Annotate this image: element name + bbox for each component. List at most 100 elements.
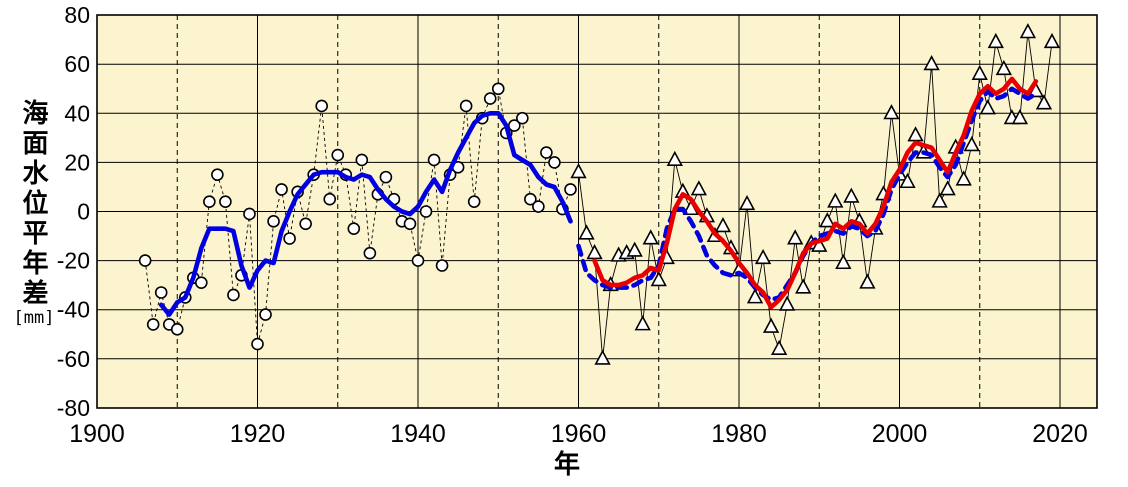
data-point-triangle xyxy=(939,180,956,196)
x-tick-label: 2020 xyxy=(1032,420,1088,448)
data-point-circle xyxy=(379,170,393,184)
data-point-triangle xyxy=(594,349,611,365)
data-point-circle xyxy=(363,246,377,260)
data-point-triangle xyxy=(971,64,988,81)
data-point-triangle xyxy=(827,192,844,208)
data-point-triangle xyxy=(811,236,828,252)
data-point-circle xyxy=(427,153,441,167)
x-tick-label: 1900 xyxy=(69,420,125,448)
data-point-triangle xyxy=(738,194,756,211)
x-tick-label: 1960 xyxy=(551,420,607,448)
y-tick-label: 60 xyxy=(64,51,90,77)
data-point-triangle xyxy=(1019,23,1037,39)
data-point-triangle xyxy=(859,273,876,289)
data-point-circle xyxy=(483,92,497,105)
data-point-triangle xyxy=(795,278,812,294)
data-point-circle xyxy=(540,146,553,159)
data-point-triangle xyxy=(835,253,852,270)
data-point-circle xyxy=(435,259,449,272)
data-point-circle xyxy=(507,119,521,132)
y-tick-label: -80 xyxy=(57,395,90,421)
y-axis-unit: [mm] xyxy=(13,308,55,328)
data-point-triangle xyxy=(987,32,1004,49)
x-tick-label: 1980 xyxy=(711,420,767,448)
data-point-circle xyxy=(195,276,208,289)
data-point-circle xyxy=(355,153,369,167)
data-point-triangle xyxy=(626,241,643,257)
line-smoothed-red-solid xyxy=(592,76,1039,310)
data-point-triangle xyxy=(787,229,804,245)
data-point-circle xyxy=(516,111,529,125)
data-point-triangle xyxy=(666,150,683,166)
data-point-circle xyxy=(403,217,417,231)
data-point-triangle xyxy=(1011,109,1029,125)
data-point-circle xyxy=(203,195,216,208)
x-axis-title: 年 xyxy=(553,449,580,479)
data-point-triangle xyxy=(843,187,860,203)
data-point-circle xyxy=(259,308,272,321)
data-point-circle xyxy=(323,192,337,206)
data-point-circle xyxy=(315,99,329,113)
data-point-circle xyxy=(524,192,537,206)
data-point-triangle xyxy=(642,229,659,245)
data-point-triangle xyxy=(770,339,788,355)
data-point-triangle xyxy=(690,180,708,196)
data-point-triangle xyxy=(955,170,972,186)
data-point-circle xyxy=(170,323,184,336)
y-tick-label: 40 xyxy=(64,100,90,126)
data-point-triangle xyxy=(1043,32,1061,49)
plot-border xyxy=(96,14,1098,409)
data-point-circle xyxy=(227,288,240,302)
data-point-circle xyxy=(275,183,288,196)
data-point-circle xyxy=(331,148,345,162)
data-point-triangle xyxy=(714,217,732,233)
y-tick-label: -40 xyxy=(57,297,90,323)
data-point-triangle xyxy=(931,192,948,208)
data-point-triangle xyxy=(578,224,595,240)
data-point-circle xyxy=(146,318,160,331)
line-smoothed-blue-solid xyxy=(158,111,573,317)
data-point-triangle xyxy=(883,104,900,120)
y-tick-label: -20 xyxy=(57,248,90,274)
data-point-circle xyxy=(459,99,473,113)
data-point-circle xyxy=(283,232,296,245)
data-point-triangle xyxy=(754,248,772,265)
data-point-triangle xyxy=(762,317,780,333)
x-tick-label: 2000 xyxy=(872,420,928,448)
data-point-circle xyxy=(267,215,280,228)
data-point-circle xyxy=(219,195,232,208)
x-tick-label: 1920 xyxy=(230,420,286,448)
data-point-circle xyxy=(467,195,481,208)
data-point-circle xyxy=(243,207,256,221)
data-point-circle xyxy=(532,200,545,213)
data-point-circle xyxy=(419,205,433,218)
data-point-circle xyxy=(564,183,577,196)
data-point-circle xyxy=(138,254,152,267)
data-point-circle xyxy=(251,337,264,351)
data-point-triangle xyxy=(979,99,996,115)
y-tick-label: 20 xyxy=(64,149,90,175)
data-point-triangle xyxy=(634,315,651,331)
y-tick-label: 80 xyxy=(64,2,90,28)
data-point-triangle xyxy=(923,55,940,71)
y-tick-label: 0 xyxy=(77,199,90,225)
data-point-triangle xyxy=(819,212,836,228)
data-point-circle xyxy=(347,222,361,235)
line-smoothed-blue-dashed xyxy=(576,86,1039,303)
data-point-triangle xyxy=(650,271,667,287)
data-point-circle xyxy=(154,286,168,299)
data-point-triangle xyxy=(1035,94,1053,110)
data-point-triangle xyxy=(746,288,764,304)
data-point-circle xyxy=(491,82,505,96)
data-point-triangle xyxy=(570,163,587,179)
data-point-circle xyxy=(299,217,312,231)
data-point-circle xyxy=(411,254,425,267)
data-point-circle xyxy=(548,156,561,169)
data-point-triangle xyxy=(899,172,916,189)
y-axis-title: 海面水位平年差 xyxy=(19,99,49,309)
data-point-triangle xyxy=(963,136,980,152)
data-point-triangle xyxy=(995,59,1012,76)
data-point-circle xyxy=(211,168,224,181)
